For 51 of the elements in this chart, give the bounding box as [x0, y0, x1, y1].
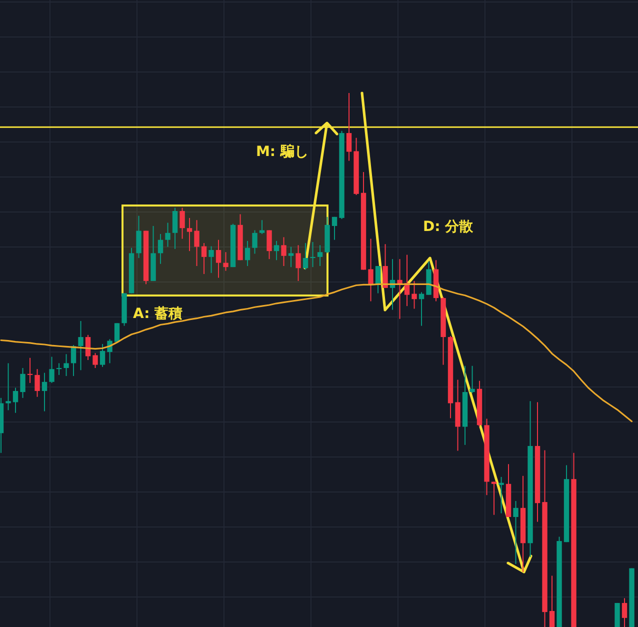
candlestick [100, 343, 106, 368]
candlestick [20, 368, 26, 398]
candlestick [12, 387, 18, 414]
annotation: D: 分散 [423, 219, 474, 235]
candlestick [223, 252, 228, 272]
candlestick [201, 242, 207, 275]
candlestick [194, 220, 200, 267]
candlestick [274, 240, 280, 261]
candlestick [85, 334, 91, 360]
candlestick [317, 244, 323, 267]
candlestick [34, 368, 40, 398]
candlestick [302, 242, 308, 270]
candlestick [158, 233, 164, 264]
candlestick [382, 244, 388, 288]
candlestick [136, 215, 142, 259]
candlestick [498, 476, 504, 514]
candlestick [165, 222, 170, 248]
candlestick [252, 230, 258, 254]
candlestick [491, 481, 497, 516]
candlestick [346, 92, 352, 162]
candlestick [180, 207, 185, 240]
candlestick [310, 241, 316, 268]
candlestick [259, 220, 265, 234]
candlestick [42, 372, 48, 412]
candlestick [208, 246, 214, 274]
candlestick [470, 365, 475, 394]
candlestick [549, 575, 555, 627]
candlestick [186, 217, 192, 252]
annotation: A: 蓄積 [133, 306, 183, 322]
candlestick [49, 356, 54, 384]
candlestick [64, 354, 69, 377]
candlestick [622, 598, 628, 627]
candlestick [266, 230, 272, 260]
candlestick [368, 238, 374, 302]
candlestick [288, 246, 294, 268]
candlestick [216, 239, 222, 278]
candlestick [418, 292, 424, 326]
candlestick [332, 216, 338, 240]
candlestick [412, 280, 417, 310]
candlestick [27, 357, 33, 384]
candlestick [281, 236, 286, 267]
candlestick [172, 207, 178, 250]
candlestick [375, 266, 381, 294]
candlestick [513, 500, 518, 564]
candlestick [296, 244, 301, 282]
candlestick [92, 352, 98, 369]
candlestick [244, 240, 250, 267]
annotation: M: 騙し [256, 144, 308, 160]
candlestick [56, 362, 62, 376]
candlestick [78, 320, 84, 371]
candlestick [6, 362, 11, 411]
